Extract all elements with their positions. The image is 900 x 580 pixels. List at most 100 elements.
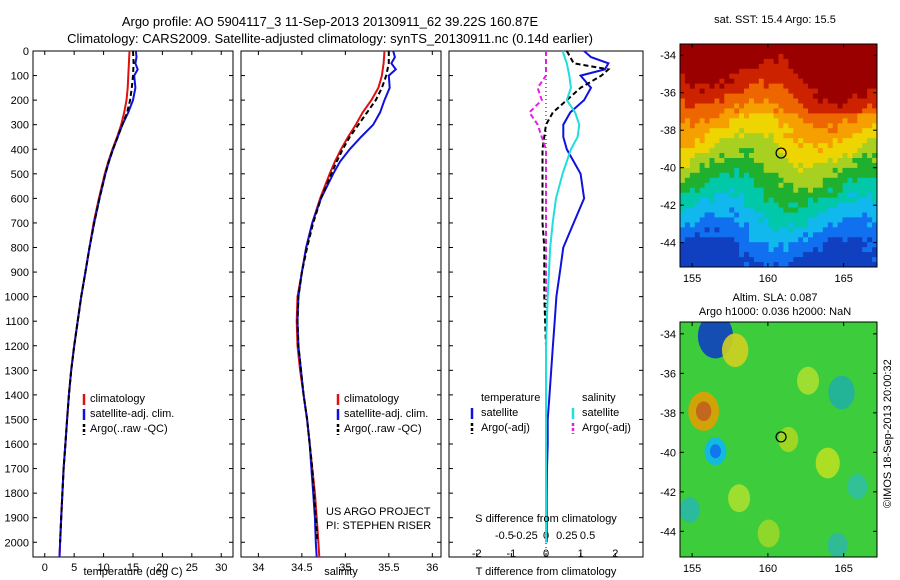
sst-cell bbox=[808, 177, 814, 184]
x-tick-label: 25 bbox=[186, 562, 198, 574]
sst-cell bbox=[808, 58, 814, 65]
sst-cell bbox=[719, 138, 725, 144]
sst-cell bbox=[852, 88, 858, 95]
sst-cell bbox=[744, 93, 750, 100]
sst-cell bbox=[798, 78, 804, 85]
legend-label: Argo(-adj) bbox=[582, 422, 631, 434]
sst-cell bbox=[768, 63, 775, 70]
sst-cell bbox=[704, 83, 711, 90]
sst-cell bbox=[753, 242, 760, 248]
sst-cell bbox=[803, 217, 809, 223]
sst-cell bbox=[680, 197, 686, 204]
sst-cell bbox=[867, 83, 873, 90]
sst-cell bbox=[867, 58, 873, 65]
sst-cell bbox=[813, 257, 819, 263]
sst-cell bbox=[773, 133, 780, 139]
sst-cell bbox=[822, 257, 829, 263]
sst-cell bbox=[680, 118, 686, 124]
sst-cell bbox=[714, 118, 720, 124]
sst-cell bbox=[852, 133, 858, 139]
sst-cell bbox=[734, 217, 740, 223]
sst-cell bbox=[744, 148, 750, 154]
sst-cell bbox=[773, 232, 780, 238]
sst-cell bbox=[788, 53, 794, 60]
sst-cell bbox=[680, 162, 686, 169]
sst-cell bbox=[689, 133, 696, 139]
sst-cell bbox=[763, 49, 770, 55]
sst-cell bbox=[803, 49, 809, 55]
sst-cell bbox=[739, 98, 745, 105]
sst-cell bbox=[778, 53, 784, 60]
sst-cell bbox=[744, 53, 750, 60]
sst-cell bbox=[862, 182, 868, 189]
sst-cell bbox=[768, 222, 775, 228]
sst-cell bbox=[788, 58, 794, 65]
sst-cell bbox=[744, 187, 750, 194]
sst-cell bbox=[798, 153, 804, 159]
sst-cell bbox=[763, 63, 770, 70]
sst-cell bbox=[719, 247, 725, 253]
sst-cell bbox=[813, 73, 819, 80]
sst-cell bbox=[867, 158, 873, 164]
sst-cell bbox=[822, 247, 829, 253]
sst-cell bbox=[808, 192, 814, 199]
sst-cell bbox=[857, 247, 863, 253]
sst-cell bbox=[857, 237, 863, 243]
sst-cell bbox=[729, 153, 735, 159]
sst-cell bbox=[719, 103, 725, 110]
sst-cell bbox=[758, 257, 765, 263]
x-tick-label: 165 bbox=[834, 273, 852, 285]
sst-cell bbox=[734, 242, 740, 248]
sst-cell bbox=[680, 44, 686, 50]
sst-cell bbox=[857, 162, 863, 169]
sst-cell bbox=[803, 182, 809, 189]
sst-cell bbox=[680, 123, 686, 129]
x-tick-label-S: -0.25 bbox=[513, 530, 538, 542]
sst-cell bbox=[699, 227, 706, 233]
sst-cell bbox=[813, 202, 819, 209]
sst-cell bbox=[704, 222, 711, 228]
x-tick-label: 35 bbox=[339, 562, 351, 574]
sst-cell bbox=[783, 237, 789, 243]
sst-cell bbox=[827, 252, 834, 258]
sst-cell bbox=[803, 192, 809, 199]
legend-label: satellite bbox=[481, 407, 518, 419]
sst-cell bbox=[719, 83, 725, 90]
sst-cell bbox=[684, 158, 691, 164]
sst-cell bbox=[793, 53, 799, 60]
sst-cell bbox=[817, 113, 824, 119]
sst-cell bbox=[753, 148, 760, 154]
sst-cell bbox=[808, 207, 814, 214]
sst-cell bbox=[768, 167, 775, 174]
y-tick-label: -34 bbox=[660, 50, 676, 62]
sst-cell bbox=[842, 44, 848, 50]
sst-cell bbox=[842, 93, 848, 100]
sst-cell bbox=[827, 227, 834, 233]
sst-cell bbox=[753, 207, 760, 214]
sst-cell bbox=[699, 222, 706, 228]
sst-cell bbox=[842, 49, 848, 55]
series-line-s-argo-adj- bbox=[528, 51, 547, 297]
sst-cell bbox=[699, 167, 706, 174]
sst-cell bbox=[817, 247, 824, 253]
sst-cell bbox=[857, 128, 863, 134]
sst-cell bbox=[793, 192, 799, 199]
sst-cell bbox=[753, 44, 760, 50]
sst-cell bbox=[867, 252, 873, 258]
sst-cell bbox=[724, 222, 730, 228]
sst-cell bbox=[847, 143, 853, 149]
sst-cell bbox=[872, 148, 877, 154]
sst-cell bbox=[739, 242, 745, 248]
sst-cell bbox=[773, 222, 780, 228]
sst-cell bbox=[763, 212, 770, 219]
sst-cell bbox=[739, 197, 745, 204]
y-tick-label: 500 bbox=[11, 169, 29, 181]
sst-cell bbox=[689, 53, 696, 60]
sst-cell bbox=[778, 232, 784, 238]
y-tick-label: 900 bbox=[11, 267, 29, 279]
sst-cell bbox=[822, 103, 829, 110]
sst-cell bbox=[872, 128, 877, 134]
sst-cell bbox=[817, 93, 824, 100]
sst-cell bbox=[699, 158, 706, 164]
sst-cell bbox=[714, 53, 720, 60]
